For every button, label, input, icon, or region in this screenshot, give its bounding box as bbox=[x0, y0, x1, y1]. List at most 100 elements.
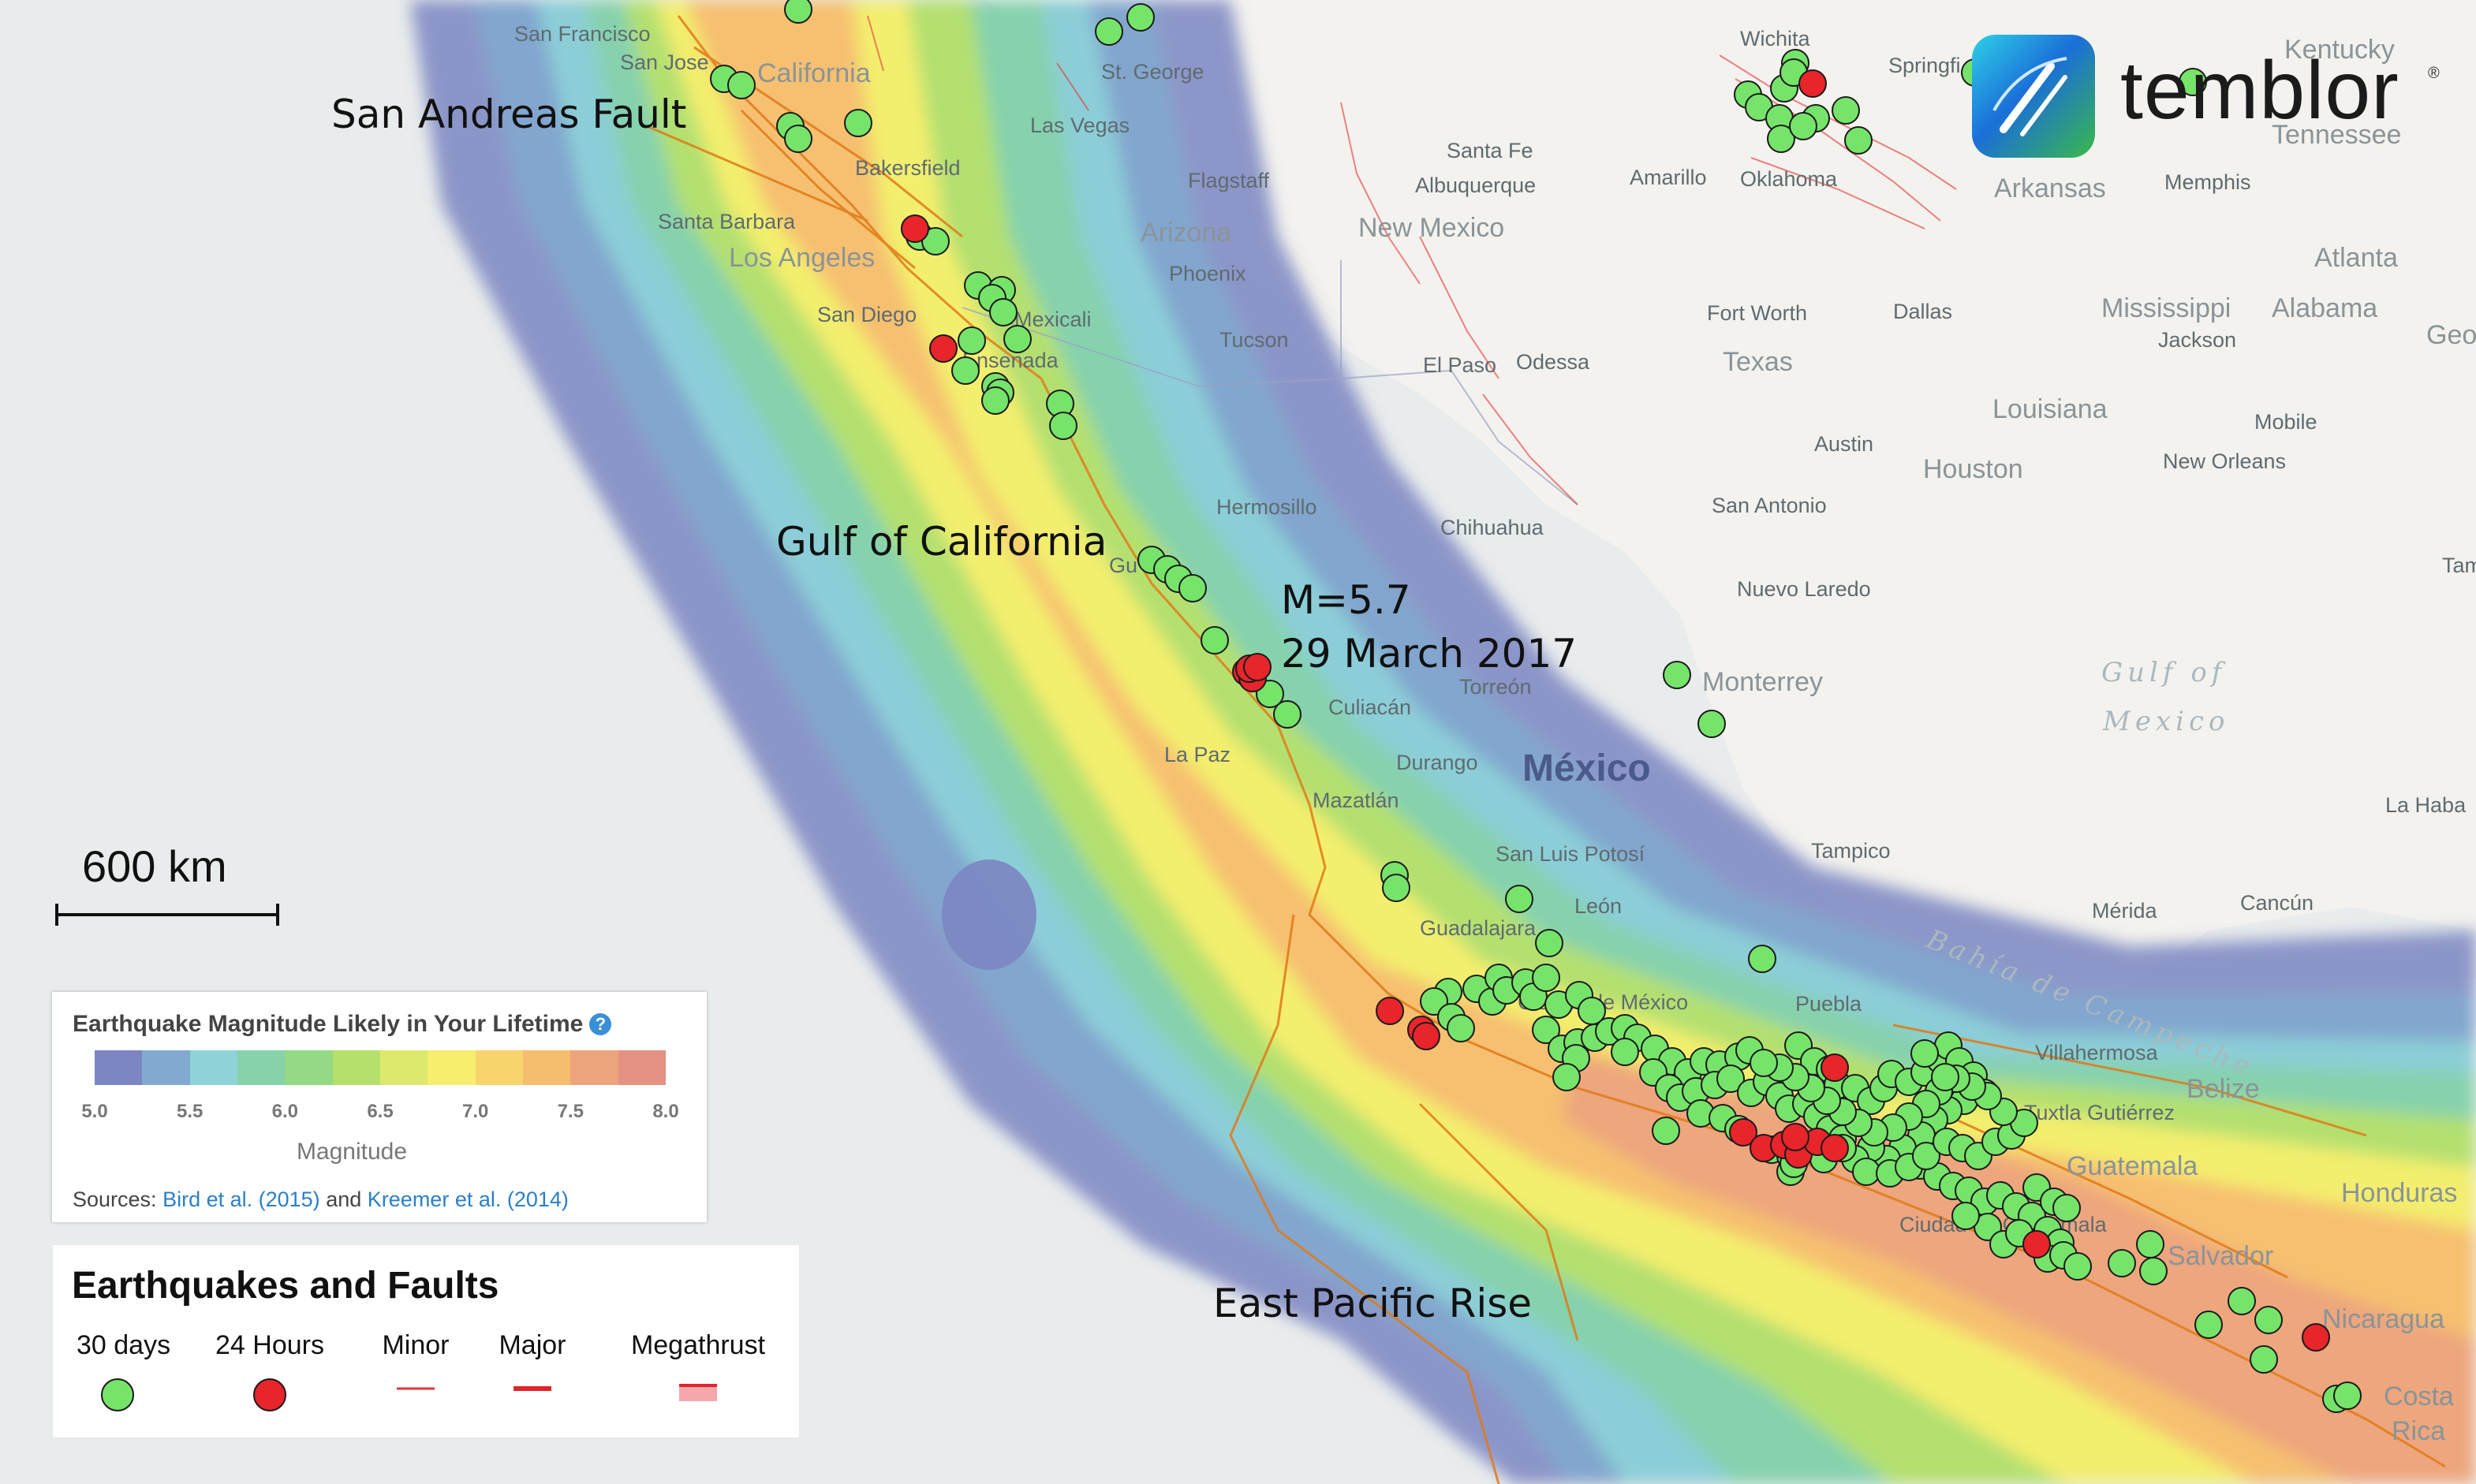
annotation-east-pacific-rise: East Pacific Rise bbox=[1213, 1281, 1532, 1326]
earthquake-30-days-marker[interactable] bbox=[1178, 574, 1207, 602]
earthquake-markers[interactable] bbox=[710, 0, 2362, 1413]
earthquake-30-days-marker[interactable] bbox=[844, 109, 872, 137]
earthquake-30-days-marker[interactable] bbox=[1844, 126, 1873, 155]
earthquake-30-days-marker[interactable] bbox=[784, 0, 812, 24]
hazard-blob bbox=[942, 859, 1036, 970]
earthquake-30-days-marker[interactable] bbox=[1532, 964, 1560, 992]
label-springfield: Springfi bbox=[1888, 54, 1961, 77]
source-link-kreemer[interactable]: Kreemer et al. (2014) bbox=[367, 1188, 569, 1211]
earthquake-30-days-marker[interactable] bbox=[2194, 1311, 2223, 1339]
megathrust-icon bbox=[679, 1384, 717, 1401]
earthquake-24-hours-marker[interactable] bbox=[1821, 1134, 1849, 1162]
label-guatemala: Guatemala bbox=[2067, 1151, 2198, 1181]
earthquake-30-days-marker[interactable] bbox=[1611, 1038, 1639, 1066]
label-flagstaff: Flagstaff bbox=[1188, 169, 1270, 192]
label-costa-rica-2: Rica bbox=[2392, 1416, 2445, 1446]
help-icon[interactable]: ? bbox=[589, 1013, 612, 1035]
magnitude-color-bar bbox=[95, 1050, 666, 1085]
earthquake-30-days-marker[interactable] bbox=[1748, 945, 1776, 973]
earthquake-30-days-marker[interactable] bbox=[2063, 1252, 2092, 1281]
earthquake-30-days-marker[interactable] bbox=[1931, 1063, 1959, 1091]
earthquake-30-days-marker[interactable] bbox=[2136, 1230, 2164, 1258]
earthquake-30-days-marker[interactable] bbox=[1505, 885, 1533, 913]
earthquake-24-hours-marker[interactable] bbox=[929, 334, 958, 363]
earthquake-24-hours-marker[interactable] bbox=[1821, 1053, 1849, 1082]
earthquake-24-hours-marker[interactable] bbox=[1781, 1123, 1809, 1151]
earthquake-30-days-marker[interactable] bbox=[1789, 112, 1817, 140]
earthquake-30-days-marker[interactable] bbox=[1716, 1065, 1745, 1093]
label-santa-fe: Santa Fe bbox=[1447, 139, 1533, 162]
earthquake-30-days-marker[interactable] bbox=[2250, 1345, 2278, 1374]
earthquake-24-hours-marker[interactable] bbox=[901, 214, 929, 243]
legend-label-30-days: 30 days bbox=[77, 1330, 171, 1360]
temblor-logo-icon bbox=[1972, 35, 2095, 158]
earthquake-30-days-marker[interactable] bbox=[1697, 710, 1726, 738]
earthquake-30-days-marker[interactable] bbox=[1652, 1117, 1680, 1145]
earthquake-30-days-marker[interactable] bbox=[958, 326, 986, 355]
source-link-bird[interactable]: Bird et al. (2015) bbox=[162, 1188, 320, 1211]
earthquake-30-days-marker[interactable] bbox=[921, 227, 950, 255]
earthquakes-faults-legend: Earthquakes and Faults 30 days 24 Hours … bbox=[52, 1244, 800, 1438]
earthquake-30-days-marker[interactable] bbox=[1049, 412, 1077, 440]
magnitude-color-swatch bbox=[95, 1050, 143, 1085]
scale-bar-label: 600 km bbox=[82, 841, 227, 891]
magnitude-tick-label: 7.5 bbox=[557, 1101, 584, 1122]
earthquake-30-days-marker[interactable] bbox=[1003, 325, 1032, 353]
earthquake-30-days-marker[interactable] bbox=[1273, 700, 1301, 729]
temblor-logo[interactable]: temblor ® bbox=[1970, 35, 2459, 161]
label-mazatlan: Mazatlán bbox=[1313, 789, 1399, 812]
label-phoenix: Phoenix bbox=[1169, 262, 1246, 285]
earthquake-24-hours-marker[interactable] bbox=[1376, 997, 1404, 1025]
earthquake-30-days-marker[interactable] bbox=[1951, 1202, 1980, 1230]
label-san-diego: San Diego bbox=[817, 303, 917, 326]
magnitude-legend: Earthquake Magnitude Likely in Your Life… bbox=[52, 992, 707, 1222]
earthquake-30-days-marker[interactable] bbox=[1832, 96, 1860, 125]
earthquake-30-days-marker[interactable] bbox=[1535, 929, 1563, 957]
label-new-orleans: New Orleans bbox=[2163, 449, 2286, 473]
earthquake-30-days-marker[interactable] bbox=[2108, 1249, 2136, 1277]
earthquake-24-hours-marker[interactable] bbox=[2302, 1323, 2330, 1352]
earthquake-30-days-marker[interactable] bbox=[1910, 1039, 1939, 1068]
earthquake-30-days-marker[interactable] bbox=[2052, 1194, 2081, 1222]
earthquake-30-days-marker[interactable] bbox=[951, 356, 980, 385]
earthquake-30-days-marker[interactable] bbox=[784, 125, 812, 153]
label-las-vegas: Las Vegas bbox=[1030, 114, 1130, 137]
earthquake-30-days-marker[interactable] bbox=[1912, 1142, 1940, 1170]
earthquake-30-days-marker[interactable] bbox=[1663, 661, 1691, 689]
earthquake-30-days-marker[interactable] bbox=[989, 298, 1018, 326]
earthquake-30-days-marker[interactable] bbox=[2333, 1381, 2362, 1410]
label-monterrey: Monterrey bbox=[1702, 667, 1823, 697]
annotation-gulf-of-california: Gulf of California bbox=[776, 519, 1107, 565]
earthquake-30-days-marker[interactable] bbox=[1532, 1016, 1560, 1044]
earthquake-30-days-marker[interactable] bbox=[1382, 874, 1410, 902]
annotation-event-magnitude: M=5.7 bbox=[1281, 577, 1411, 623]
magnitude-ticks: 5.0 5.5 6.0 6.5 7.0 7.5 8.0 bbox=[81, 1101, 678, 1124]
earthquake-30-days-marker[interactable] bbox=[2179, 68, 2207, 96]
major-fault-icon bbox=[513, 1386, 551, 1391]
earthquake-30-days-marker[interactable] bbox=[1552, 1063, 1581, 1091]
earthquake-30-days-marker[interactable] bbox=[727, 71, 756, 99]
label-atlanta: Atlanta bbox=[2314, 243, 2398, 273]
label-san-luis-potosi: San Luis Potosí bbox=[1496, 842, 1645, 866]
earthquake-24-hours-marker[interactable] bbox=[1412, 1022, 1440, 1050]
magnitude-color-swatch bbox=[285, 1050, 333, 1085]
earthquake-30-days-marker[interactable] bbox=[1447, 1014, 1475, 1042]
earthquake-30-days-marker[interactable] bbox=[1767, 125, 1795, 153]
boundaries bbox=[962, 260, 1578, 505]
earthquake-30-days-marker[interactable] bbox=[2254, 1306, 2283, 1334]
earthquake-30-days-marker[interactable] bbox=[981, 386, 1010, 415]
earthquake-30-days-marker[interactable] bbox=[1095, 17, 1123, 46]
earthquake-30-days-marker[interactable] bbox=[2228, 1287, 2256, 1315]
label-los-angeles: Los Angeles bbox=[729, 243, 875, 273]
earthquake-30-days-marker[interactable] bbox=[1750, 1049, 1778, 1077]
earthquake-30-days-marker[interactable] bbox=[1126, 3, 1155, 32]
earthquake-30-days-marker[interactable] bbox=[1852, 1158, 1880, 1186]
label-san-francisco: San Francisco bbox=[514, 22, 651, 46]
earthquake-30-days-marker[interactable] bbox=[1201, 626, 1229, 654]
earthquake-24-hours-marker[interactable] bbox=[1798, 69, 1827, 98]
earthquake-24-hours-marker[interactable] bbox=[1729, 1118, 1757, 1147]
earthquake-24-hours-marker[interactable] bbox=[1243, 653, 1272, 681]
earthquake-30-days-marker[interactable] bbox=[2139, 1257, 2168, 1285]
earthquake-24-hours-marker[interactable] bbox=[2022, 1230, 2051, 1258]
